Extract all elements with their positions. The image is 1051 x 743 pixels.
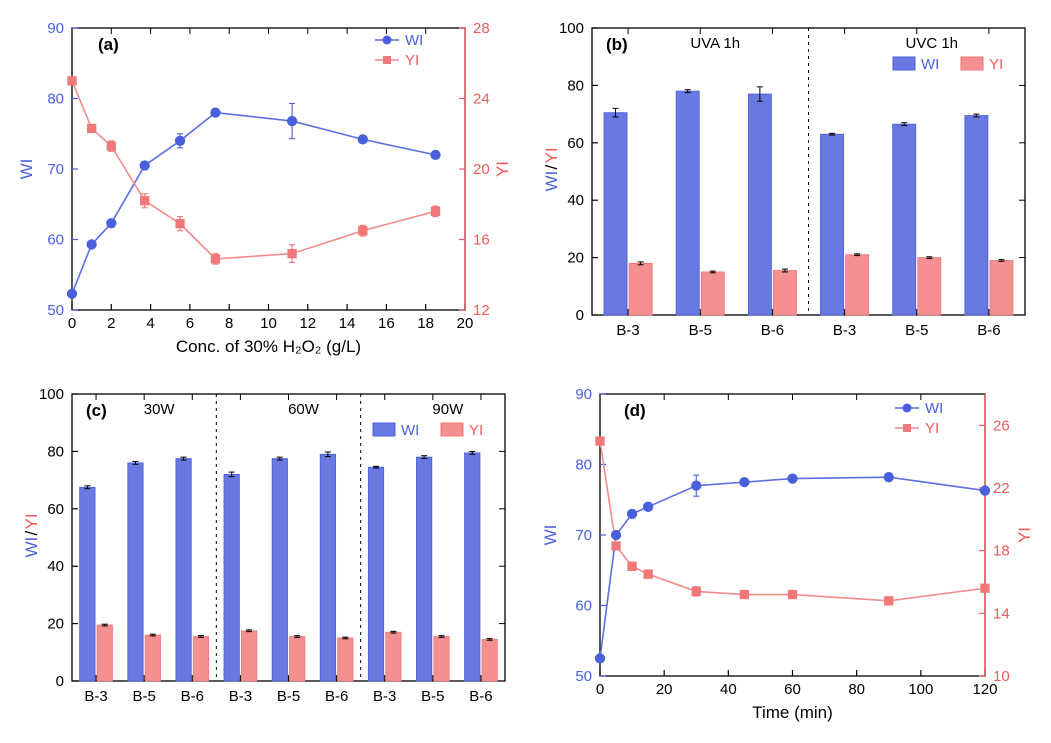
svg-text:YI: YI	[469, 422, 483, 439]
svg-text:80: 80	[47, 443, 64, 460]
svg-text:10: 10	[260, 315, 277, 332]
svg-text:/: /	[22, 530, 41, 535]
svg-text:40: 40	[719, 681, 736, 698]
panel-d: 02040608010012050607080901014182226Time …	[530, 376, 1042, 734]
svg-text:B-5: B-5	[688, 322, 711, 339]
svg-text:WI: WI	[405, 32, 423, 49]
svg-text:B-5: B-5	[421, 688, 444, 705]
svg-text:Time (min): Time (min)	[752, 703, 833, 722]
svg-text:20: 20	[473, 161, 490, 178]
svg-text:70: 70	[47, 161, 64, 178]
svg-text:0: 0	[575, 307, 583, 324]
svg-text:WI: WI	[921, 56, 939, 73]
svg-text:UVC 1h: UVC 1h	[905, 35, 958, 52]
svg-text:28: 28	[473, 20, 490, 37]
svg-text:YI: YI	[989, 56, 1003, 73]
svg-text:B-6: B-6	[181, 688, 204, 705]
svg-text:40: 40	[47, 558, 64, 575]
svg-text:60: 60	[784, 681, 801, 698]
chart-grid: 0246810121416182050607080901216202428Con…	[10, 10, 1041, 733]
svg-text:(c): (c)	[86, 401, 107, 420]
svg-text:22: 22	[993, 480, 1010, 497]
svg-text:20: 20	[655, 681, 672, 698]
svg-text:60: 60	[567, 135, 584, 152]
svg-text:60: 60	[47, 232, 64, 249]
svg-text:60W: 60W	[288, 401, 320, 418]
svg-text:100: 100	[39, 386, 64, 403]
svg-text:80: 80	[47, 91, 64, 108]
svg-text:12: 12	[299, 315, 316, 332]
svg-text:60: 60	[47, 500, 64, 517]
svg-text:50: 50	[575, 668, 592, 685]
svg-text:10: 10	[993, 668, 1010, 685]
svg-text:60: 60	[575, 597, 592, 614]
svg-text:12: 12	[473, 302, 490, 319]
svg-text:B-6: B-6	[469, 688, 492, 705]
svg-text:90W: 90W	[432, 401, 464, 418]
svg-text:YI: YI	[493, 161, 512, 177]
svg-text:B-3: B-3	[616, 322, 639, 339]
svg-text:(b): (b)	[606, 35, 628, 54]
svg-text:B-5: B-5	[905, 322, 928, 339]
svg-text:YI: YI	[1015, 526, 1034, 542]
svg-text:14: 14	[339, 315, 356, 332]
svg-text:B-3: B-3	[373, 688, 396, 705]
svg-text:6: 6	[186, 315, 194, 332]
svg-text:40: 40	[567, 192, 584, 209]
svg-text:(d): (d)	[624, 401, 646, 420]
svg-text:26: 26	[993, 417, 1010, 434]
svg-text:90: 90	[47, 20, 64, 37]
svg-text:0: 0	[595, 681, 603, 698]
svg-text:0: 0	[56, 673, 64, 690]
svg-text:YI: YI	[22, 513, 41, 529]
svg-text:70: 70	[575, 527, 592, 544]
svg-text:18: 18	[417, 315, 434, 332]
svg-text:20: 20	[457, 315, 474, 332]
svg-text:80: 80	[567, 77, 584, 94]
svg-text:4: 4	[146, 315, 154, 332]
svg-text:B-5: B-5	[277, 688, 300, 705]
svg-text:WI: WI	[541, 524, 560, 545]
svg-text:(a): (a)	[98, 35, 119, 54]
svg-text:80: 80	[575, 456, 592, 473]
svg-text:B-6: B-6	[325, 688, 348, 705]
svg-text:YI: YI	[405, 52, 419, 69]
svg-text:80: 80	[848, 681, 865, 698]
svg-text:14: 14	[993, 605, 1010, 622]
svg-text:8: 8	[225, 315, 233, 332]
svg-text:B-6: B-6	[977, 322, 1000, 339]
svg-text:24: 24	[473, 91, 490, 108]
svg-text:WI: WI	[22, 536, 41, 557]
svg-text:WI: WI	[542, 171, 561, 192]
svg-text:90: 90	[575, 386, 592, 403]
panel-c: 0 20 40 60 80 100 B-3 B-5 B-6 B-3 B-5 B-6 B-3 B-5 B-6 3…	[10, 376, 522, 734]
svg-text:/: /	[542, 165, 561, 170]
svg-text:16: 16	[378, 315, 395, 332]
svg-text:B-3: B-3	[229, 688, 252, 705]
svg-text:WI: WI	[401, 422, 419, 439]
svg-text:100: 100	[558, 20, 583, 37]
svg-text:B-5: B-5	[132, 688, 155, 705]
svg-text:16: 16	[473, 232, 490, 249]
svg-text:20: 20	[47, 615, 64, 632]
svg-text:30W: 30W	[144, 401, 176, 418]
svg-text:100: 100	[908, 681, 933, 698]
panel-b: 0 20 40 60 80 100 B-3 B-5 B-6 B-3 B-5 B-6 UVA 1h UVC …	[530, 10, 1042, 368]
svg-text:B-3: B-3	[832, 322, 855, 339]
svg-text:UVA 1h: UVA 1h	[690, 35, 740, 52]
svg-text:B-6: B-6	[760, 322, 783, 339]
svg-text:0: 0	[68, 315, 76, 332]
svg-text:YI: YI	[542, 147, 561, 163]
svg-text:20: 20	[567, 250, 584, 267]
svg-text:YI: YI	[925, 420, 939, 437]
svg-text:2: 2	[107, 315, 115, 332]
svg-text:WI: WI	[925, 400, 943, 417]
svg-text:B-3: B-3	[84, 688, 107, 705]
svg-text:WI: WI	[17, 159, 36, 180]
svg-text:50: 50	[47, 302, 64, 319]
svg-text:Conc. of 30% H₂O₂ (g/L): Conc. of 30% H₂O₂ (g/L)	[176, 337, 361, 356]
panel-a: 0246810121416182050607080901216202428Con…	[10, 10, 522, 368]
svg-text:18: 18	[993, 542, 1010, 559]
